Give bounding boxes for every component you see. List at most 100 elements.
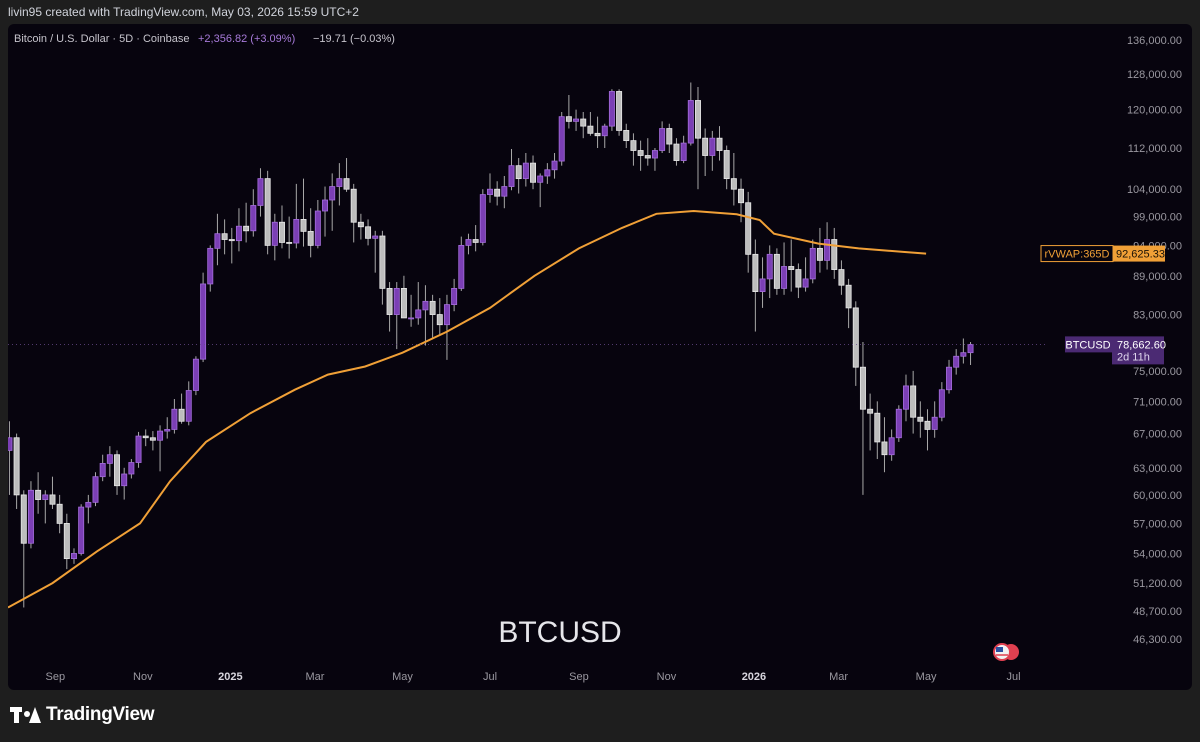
candle[interactable]: [487, 173, 493, 203]
candle[interactable]: [967, 342, 974, 365]
candle[interactable]: [867, 393, 874, 451]
candle[interactable]: [730, 153, 737, 206]
candle[interactable]: [903, 374, 909, 422]
candle[interactable]: [852, 301, 859, 386]
tradingview-logo[interactable]: TradingView: [10, 704, 155, 726]
candle[interactable]: [773, 248, 780, 295]
candle[interactable]: [114, 450, 121, 495]
candle[interactable]: [745, 191, 752, 273]
candle[interactable]: [874, 401, 881, 460]
candle[interactable]: [214, 213, 221, 266]
candle[interactable]: [666, 123, 673, 154]
candle[interactable]: [881, 417, 888, 473]
candle[interactable]: [157, 425, 164, 472]
candle[interactable]: [128, 459, 135, 479]
candle[interactable]: [350, 183, 357, 243]
candle[interactable]: [960, 338, 967, 364]
candle[interactable]: [766, 245, 773, 299]
candle[interactable]: [451, 278, 458, 312]
candle[interactable]: [415, 282, 422, 325]
candle[interactable]: [479, 189, 486, 246]
candle[interactable]: [357, 213, 364, 240]
candle[interactable]: [910, 370, 917, 434]
candle[interactable]: [400, 275, 407, 319]
candle[interactable]: [702, 128, 709, 177]
candle[interactable]: [257, 168, 264, 217]
candle[interactable]: [20, 490, 27, 608]
candle[interactable]: [307, 208, 314, 258]
candle[interactable]: [343, 158, 350, 192]
candle[interactable]: [824, 222, 831, 270]
candle[interactable]: [723, 145, 730, 190]
candle[interactable]: [63, 513, 70, 570]
candle[interactable]: [530, 155, 537, 190]
candle[interactable]: [250, 189, 257, 237]
candle[interactable]: [27, 481, 34, 549]
candle[interactable]: [329, 173, 336, 231]
candle[interactable]: [293, 183, 300, 249]
candle[interactable]: [99, 454, 106, 482]
vwap-price-tag[interactable]: rVWAP:365D 92,625.33: [1040, 245, 1165, 263]
candle[interactable]: [365, 219, 372, 246]
candle[interactable]: [235, 208, 242, 252]
candle[interactable]: [809, 239, 816, 284]
candle[interactable]: [379, 230, 386, 305]
candle[interactable]: [859, 342, 866, 495]
candle[interactable]: [71, 548, 77, 564]
candle[interactable]: [56, 494, 63, 534]
candle[interactable]: [149, 431, 156, 451]
candle[interactable]: [759, 257, 766, 308]
candle[interactable]: [637, 140, 644, 171]
candle[interactable]: [716, 126, 723, 161]
candle[interactable]: [895, 405, 902, 442]
candle[interactable]: [522, 153, 529, 187]
candle[interactable]: [300, 178, 307, 247]
candle[interactable]: [795, 263, 802, 299]
candle[interactable]: [802, 257, 809, 292]
candle[interactable]: [465, 233, 472, 255]
candle[interactable]: [221, 219, 228, 255]
candle[interactable]: [781, 242, 788, 295]
candle[interactable]: [164, 417, 171, 439]
candle[interactable]: [372, 230, 379, 273]
us-events-icon[interactable]: [993, 643, 1019, 661]
candle[interactable]: [558, 111, 565, 166]
candle[interactable]: [429, 294, 436, 339]
candle[interactable]: [544, 163, 551, 184]
candle[interactable]: [551, 153, 558, 179]
candle[interactable]: [616, 89, 623, 136]
candle[interactable]: [286, 216, 293, 259]
candle[interactable]: [630, 133, 637, 166]
candle[interactable]: [279, 205, 285, 249]
candle[interactable]: [271, 213, 278, 261]
candle[interactable]: [92, 472, 99, 507]
candle[interactable]: [587, 111, 594, 136]
candle[interactable]: [788, 239, 795, 292]
candle[interactable]: [601, 123, 608, 149]
candle[interactable]: [580, 111, 587, 139]
candle[interactable]: [106, 446, 113, 477]
candle[interactable]: [171, 399, 178, 434]
candle[interactable]: [228, 227, 235, 264]
candle[interactable]: [494, 181, 501, 206]
candle[interactable]: [680, 135, 687, 164]
candle[interactable]: [243, 202, 250, 243]
candle[interactable]: [565, 95, 572, 129]
candle[interactable]: [436, 298, 443, 336]
candle[interactable]: [264, 170, 271, 255]
candle[interactable]: [573, 109, 580, 131]
candle[interactable]: [408, 294, 415, 327]
candle[interactable]: [845, 278, 852, 329]
candle[interactable]: [816, 227, 823, 273]
candle[interactable]: [142, 429, 149, 447]
candle[interactable]: [623, 123, 630, 149]
candle[interactable]: [443, 294, 450, 360]
candle[interactable]: [336, 163, 343, 206]
candle[interactable]: [472, 225, 479, 252]
candle[interactable]: [200, 272, 207, 363]
chart-frame[interactable]: 136,000.00 128,000.00 120,000.00 112,000.00…: [8, 24, 1192, 690]
candle[interactable]: [946, 359, 953, 394]
candle[interactable]: [85, 494, 92, 524]
candle[interactable]: [135, 431, 142, 468]
